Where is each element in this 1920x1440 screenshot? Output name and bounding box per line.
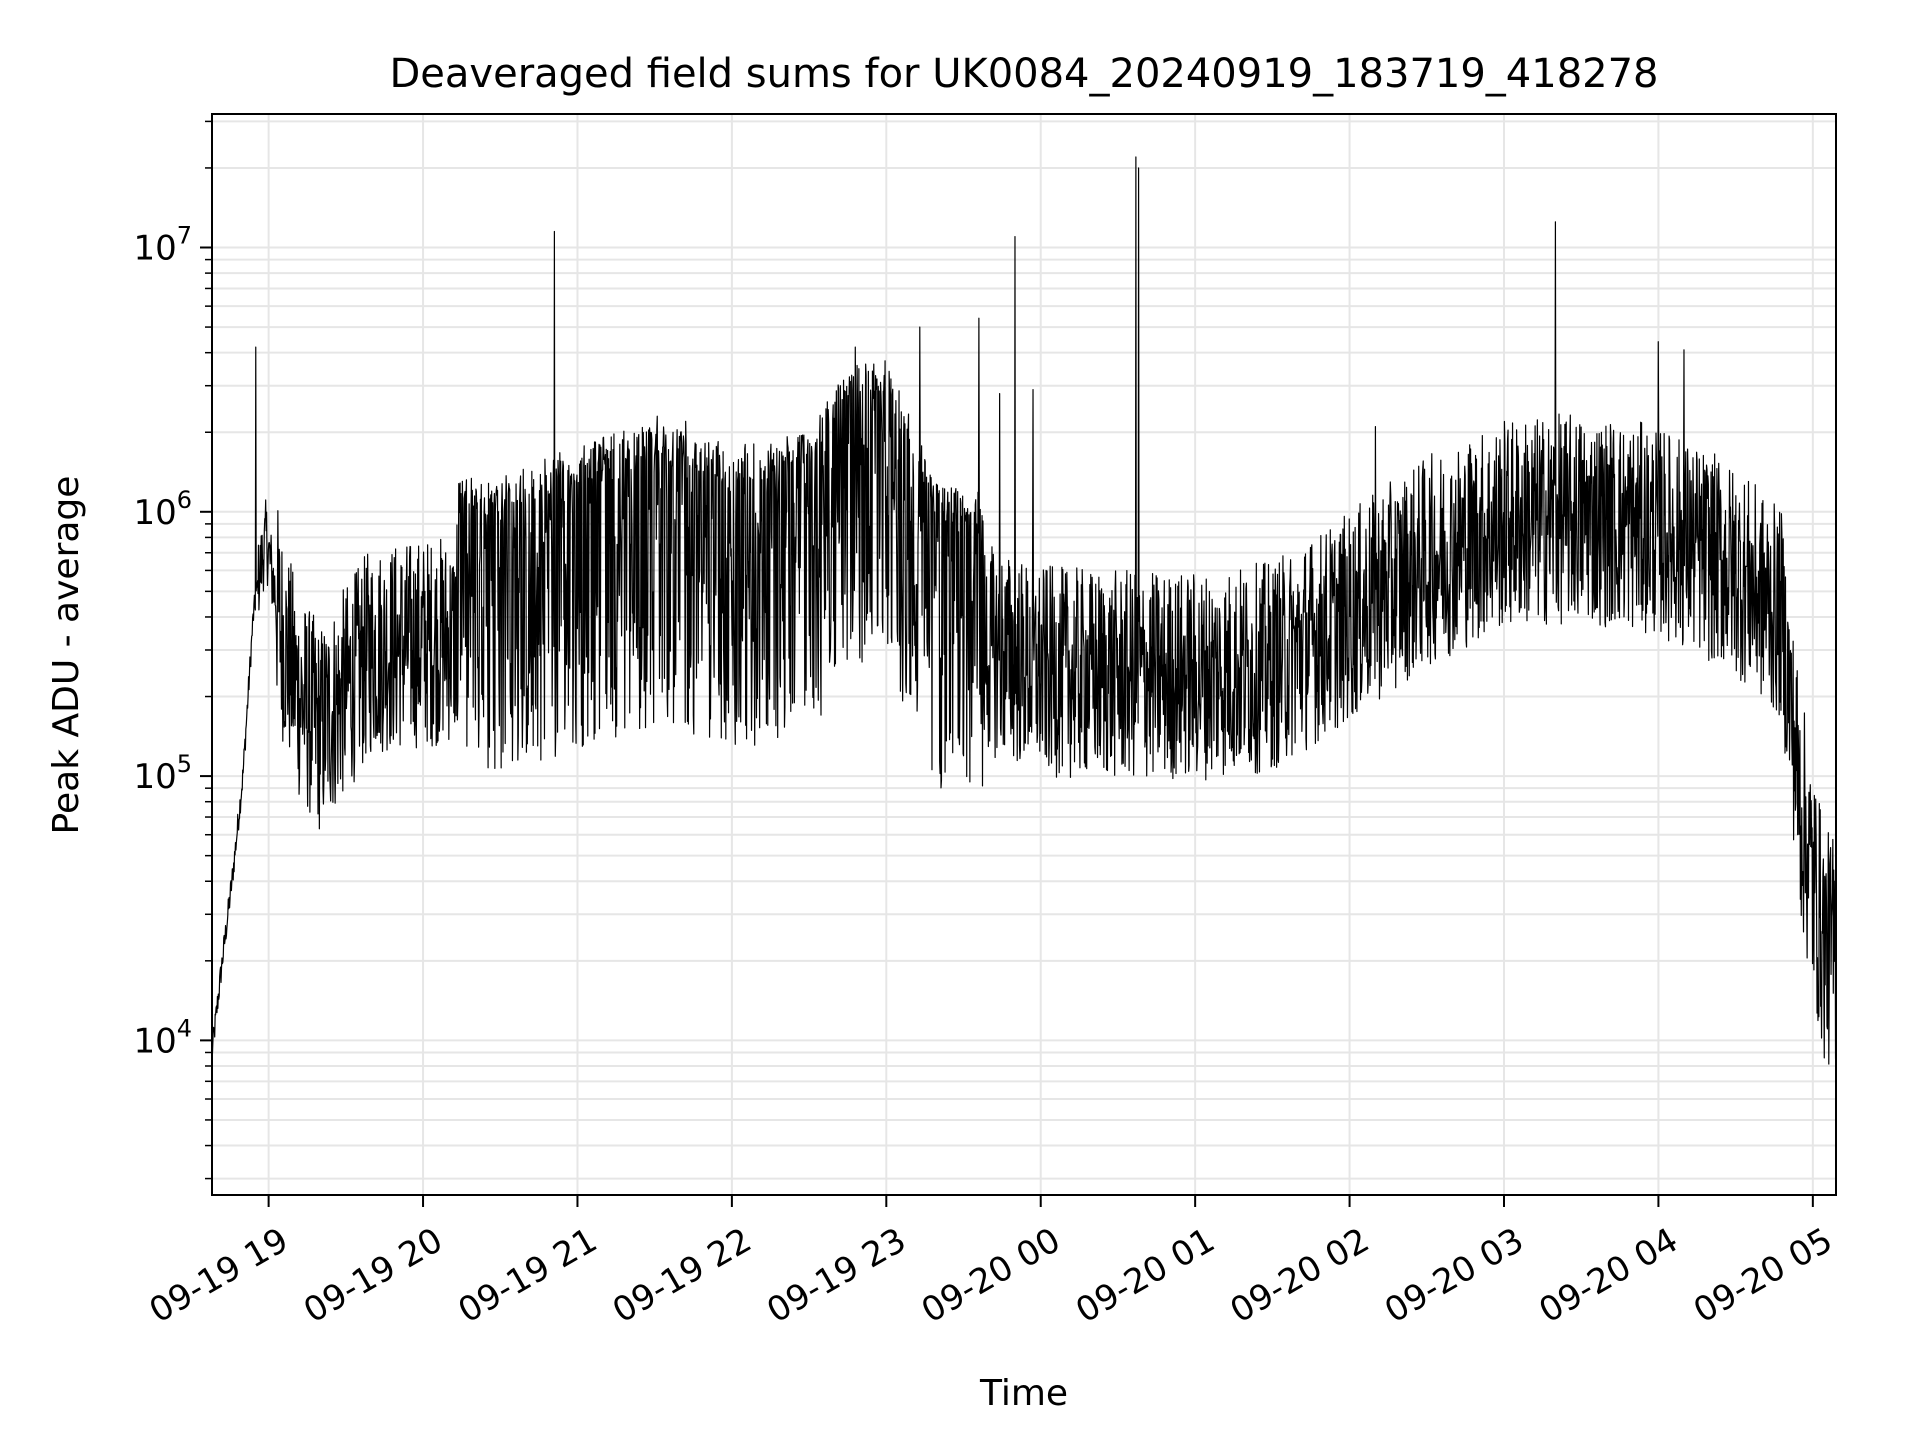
y-axis: 104 105 106 107	[133, 120, 212, 1180]
series-line	[211, 156, 1837, 1065]
plot-frame	[211, 113, 1837, 1196]
y-tick-label: 105	[133, 750, 192, 797]
chart-title: Deaveraged field sums for UK0084_2024091…	[389, 51, 1658, 97]
series-layer	[211, 156, 1837, 1065]
grid-minor	[212, 120, 1836, 1180]
x-axis-label: Time	[979, 1373, 1068, 1414]
y-tick-label: 107	[133, 222, 192, 269]
y-axis-label: Peak ADU - average	[46, 476, 87, 835]
y-tick-label: 104	[133, 1014, 192, 1061]
y-tick-label: 106	[133, 486, 192, 533]
